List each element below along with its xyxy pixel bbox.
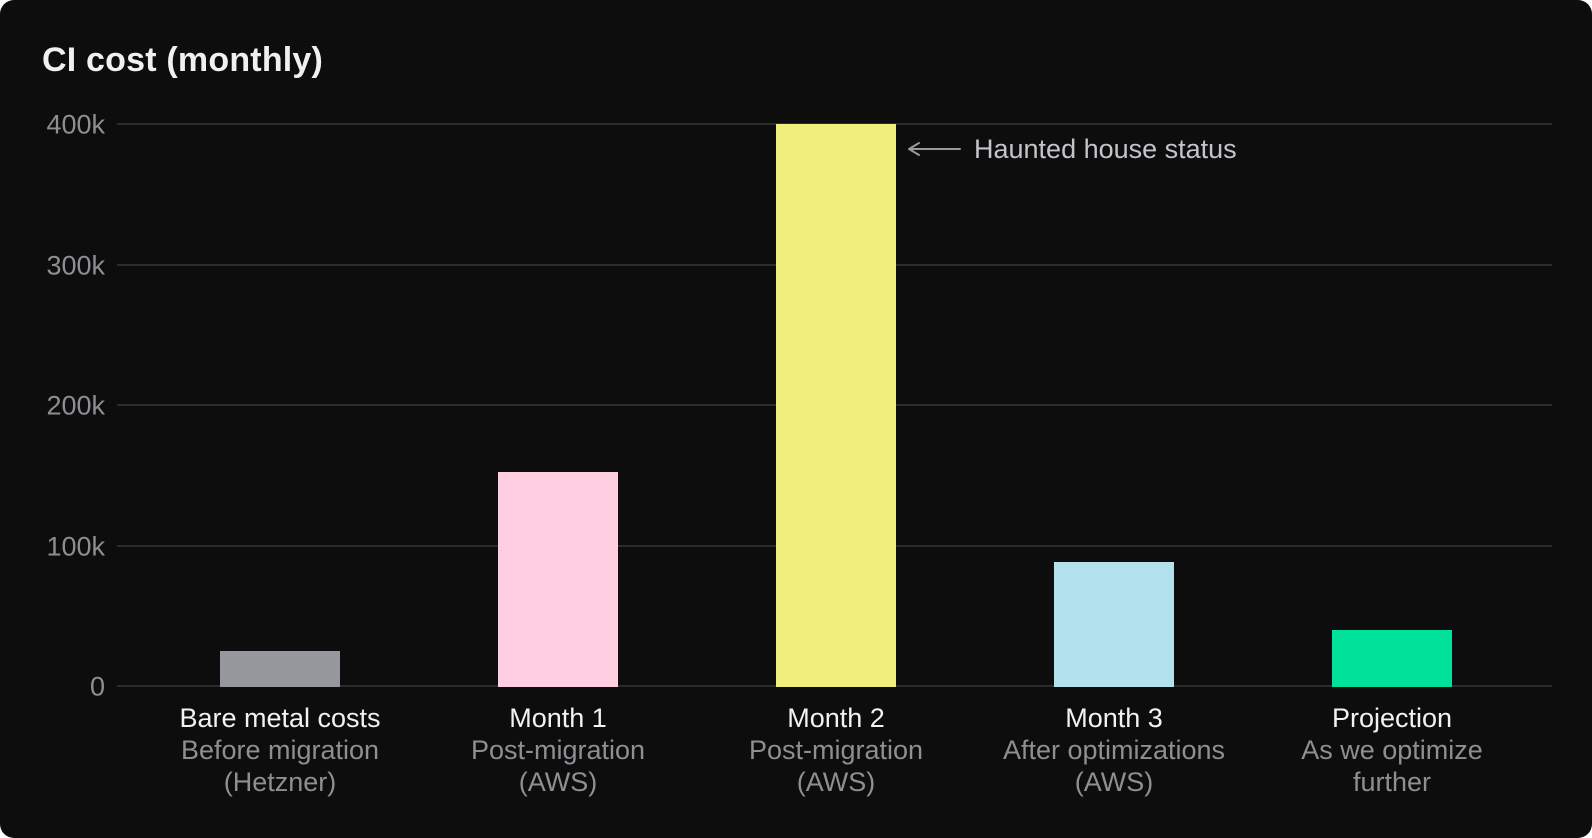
x-axis-category-label: Projection As we optimize further xyxy=(1301,702,1483,798)
category-sub-label: (AWS) xyxy=(518,767,598,797)
y-axis-tick-label: 200k xyxy=(46,390,105,421)
left-arrow-icon xyxy=(908,142,961,156)
x-axis-category-label: Bare metal costs Before migration (Hetzner… xyxy=(179,702,380,798)
category-sub-label: As we optimize xyxy=(1301,735,1483,765)
y-axis-tick-label: 0 xyxy=(89,671,105,702)
chart-title: CI cost (monthly) xyxy=(42,41,324,79)
category-sub-label: (Hetzner) xyxy=(223,767,337,797)
category-sub-label: Post-migration xyxy=(748,735,924,765)
bar-month-1 xyxy=(498,472,618,687)
category-main-label: Month 1 xyxy=(509,703,607,733)
bar-bare-metal-costs xyxy=(220,651,340,687)
category-sub-label: After optimizations xyxy=(1002,735,1226,765)
x-axis-category-label: Month 3 After optimizations (AWS) xyxy=(1003,702,1225,798)
category-main-label: Month 3 xyxy=(1065,703,1163,733)
category-sub-label: Before migration xyxy=(180,735,380,765)
bar-month-2 xyxy=(776,124,896,687)
category-sub-label: (AWS) xyxy=(1074,767,1154,797)
category-main-label: Projection xyxy=(1331,703,1453,733)
bar-annotation: Haunted house status xyxy=(904,133,1237,165)
y-axis-tick-label: 300k xyxy=(46,250,105,280)
bar-month-3 xyxy=(1054,562,1174,687)
y-axis-tick-label: 100k xyxy=(46,531,105,561)
category-sub-label: Post-migration xyxy=(470,735,646,765)
category-sub-label: further xyxy=(1352,767,1432,797)
x-axis-category-label: Month 1 Post-migration (AWS) xyxy=(471,702,645,798)
category-main-label: Month 2 xyxy=(787,703,885,733)
bar-projection xyxy=(1332,630,1452,687)
category-main-label: Bare metal costs xyxy=(179,703,381,733)
y-axis-tick-label: 400k xyxy=(46,109,105,140)
x-axis-category-label: Month 2 Post-migration (AWS) xyxy=(749,702,923,798)
category-sub-label: (AWS) xyxy=(796,767,876,797)
annotation-label: Haunted house status xyxy=(974,133,1237,164)
